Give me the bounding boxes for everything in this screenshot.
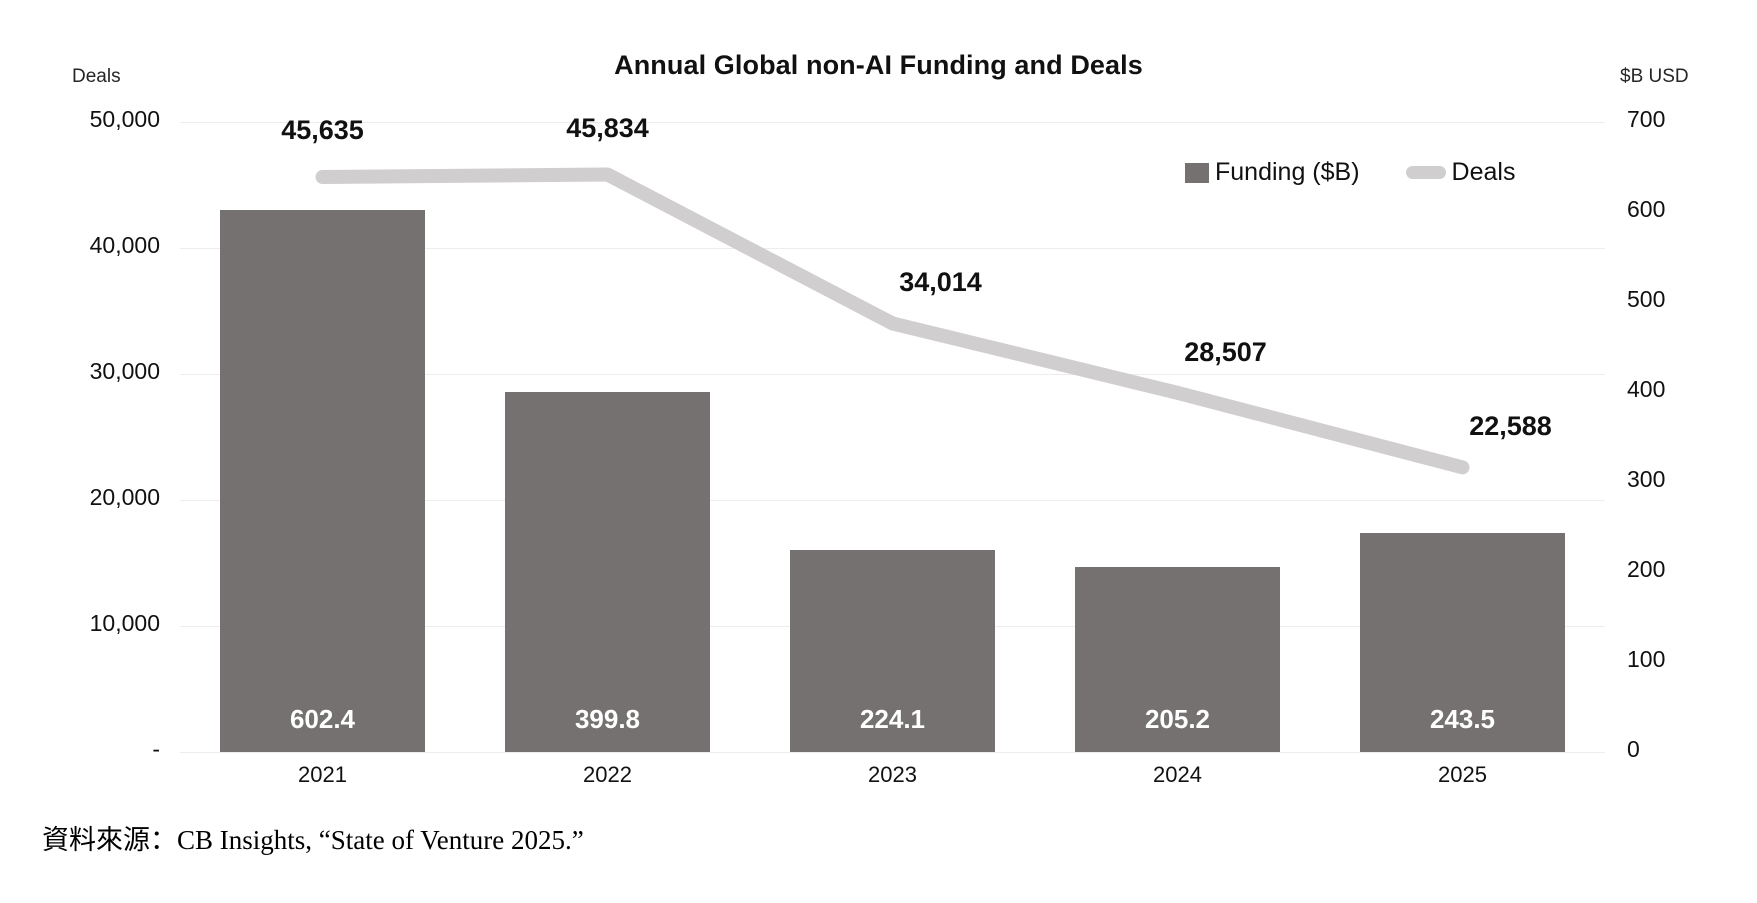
bar[interactable] [219, 209, 426, 752]
legend-bar-swatch-icon [1185, 162, 1209, 183]
left-axis-title: Deals [72, 66, 121, 87]
bar[interactable] [504, 392, 711, 752]
legend-item-funding[interactable]: Funding ($B) [1185, 158, 1360, 187]
right-axis-tick: 500 [1627, 286, 1666, 312]
x-axis-tick: 2024 [1153, 762, 1202, 787]
left-axis-tick: 10,000 [89, 610, 160, 636]
bar[interactable] [1074, 567, 1281, 752]
left-axis-tick: 30,000 [89, 358, 160, 384]
left-axis-tick: 50,000 [89, 106, 160, 132]
bar-value-label: 399.8 [574, 704, 641, 734]
line-value-label: 28,507 [1184, 336, 1267, 367]
plot-area: 602.4 399.8 224.1 205.2 243.5 45,635 45,834 34… [180, 113, 1605, 753]
chart-legend: Funding ($B) Deals [1185, 158, 1515, 187]
gridline [180, 374, 1605, 375]
bar[interactable] [789, 550, 996, 752]
legend-label-funding: Funding ($B) [1215, 158, 1360, 186]
bar[interactable] [1359, 532, 1566, 752]
right-axis-tick: 700 [1627, 106, 1666, 132]
source-caption: 資料來源：CB Insights, “State of Venture 2025… [42, 825, 584, 855]
x-axis-tick: 2023 [868, 762, 917, 787]
legend-item-deals[interactable]: Deals [1405, 158, 1516, 187]
right-axis-tick: 300 [1627, 466, 1666, 492]
gridline [180, 248, 1605, 249]
x-axis-tick: 2025 [1438, 762, 1487, 787]
gridline [180, 752, 1605, 753]
right-axis-tick: 600 [1627, 196, 1666, 222]
line-value-label: 34,014 [899, 267, 982, 298]
bar-value-label: 602.4 [289, 704, 356, 734]
left-axis-tick: 20,000 [89, 484, 160, 510]
legend-line-swatch-icon [1405, 166, 1446, 179]
line-value-label: 45,834 [566, 112, 649, 143]
line-series-deals [180, 122, 1605, 752]
left-axis-tick: 40,000 [89, 232, 160, 258]
left-axis-tick: - [152, 736, 160, 762]
gridline [180, 122, 1605, 123]
right-axis-tick: 400 [1627, 376, 1666, 402]
right-axis-tick: 0 [1627, 736, 1640, 762]
right-axis-tick: 200 [1627, 556, 1666, 582]
bar-value-label: 243.5 [1429, 704, 1496, 734]
line-value-label: 45,635 [281, 115, 364, 145]
bar-value-label: 205.2 [1144, 704, 1211, 734]
x-axis-tick: 2022 [583, 762, 632, 787]
line-value-label: 22,588 [1469, 411, 1552, 442]
bar-value-label: 224.1 [859, 704, 926, 734]
legend-label-deals: Deals [1451, 158, 1516, 186]
gridline [180, 500, 1605, 501]
right-axis-tick: 100 [1627, 646, 1666, 672]
chart-title: Annual Global non-AI Funding and Deals [614, 50, 1143, 80]
x-axis-tick: 2021 [298, 762, 347, 787]
right-axis-title: $B USD [1620, 66, 1689, 87]
